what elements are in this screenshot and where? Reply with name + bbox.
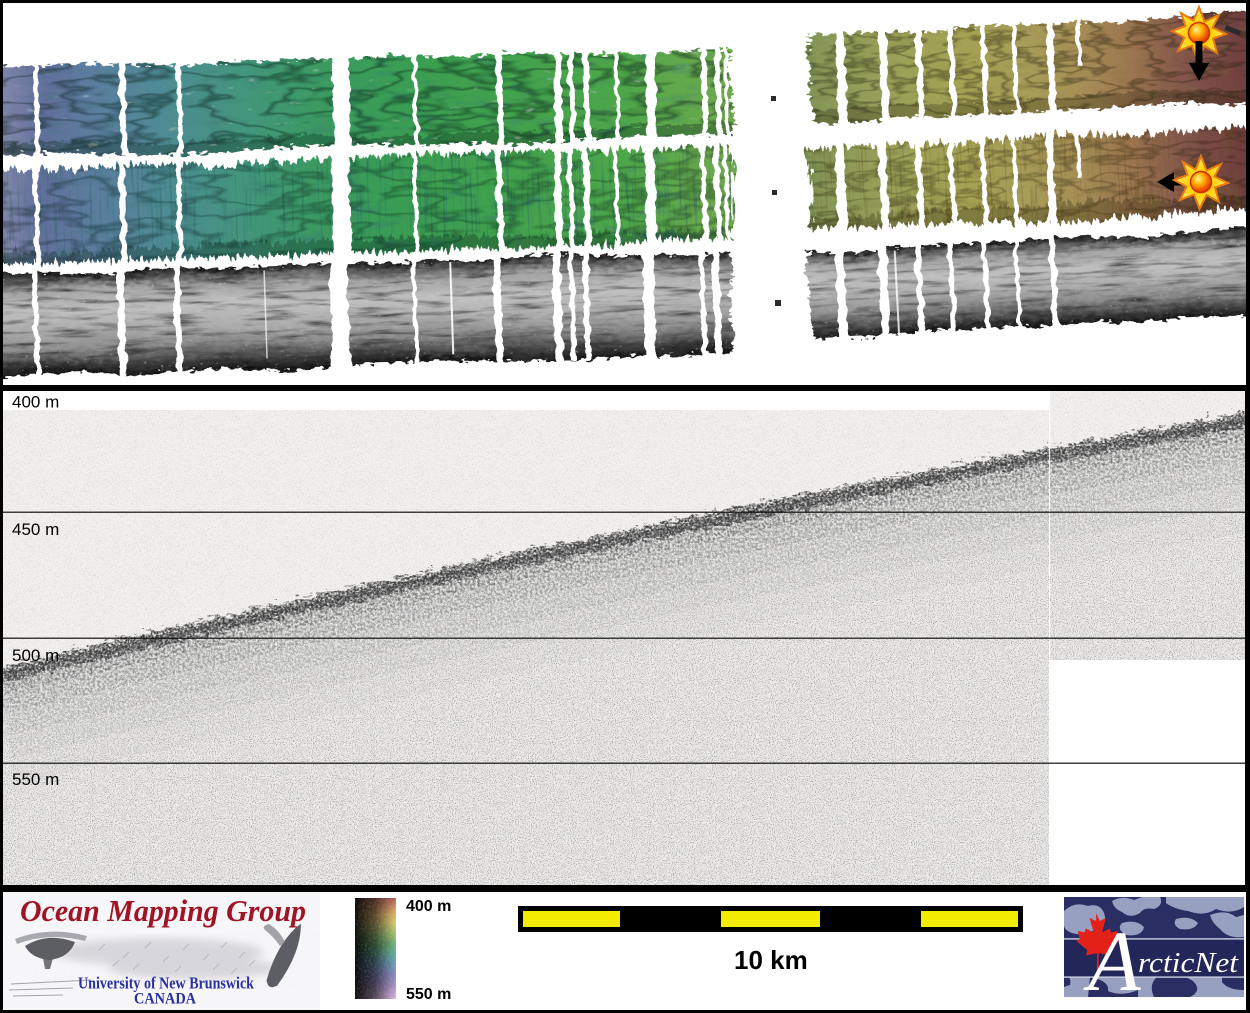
svg-text:400 m: 400 m [12, 393, 59, 412]
svg-text:CANADA: CANADA [134, 991, 196, 1008]
svg-text:450 m: 450 m [12, 520, 59, 539]
svg-text:500 m: 500 m [12, 646, 59, 665]
svg-text:Ocean Mapping Group: Ocean Mapping Group [20, 893, 306, 928]
svg-text:550 m: 550 m [406, 986, 451, 1003]
svg-text:A: A [1083, 913, 1141, 1009]
svg-text:10 km: 10 km [734, 945, 808, 975]
svg-text:University of New Brunswick: University of New Brunswick [78, 974, 254, 993]
svg-text:400 m: 400 m [406, 898, 451, 915]
svg-text:550 m: 550 m [12, 770, 59, 789]
svg-text:rcticNet: rcticNet [1138, 948, 1239, 979]
